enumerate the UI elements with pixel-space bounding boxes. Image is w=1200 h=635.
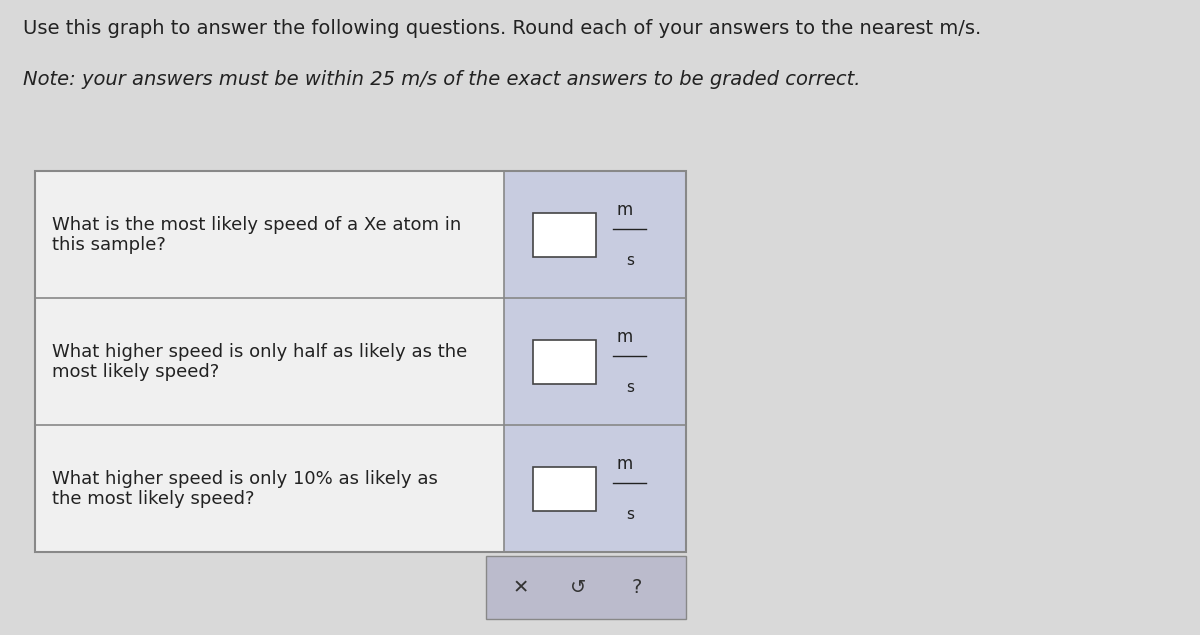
Text: m: m: [617, 328, 632, 345]
Text: s: s: [626, 507, 634, 522]
FancyBboxPatch shape: [533, 213, 596, 257]
Text: What higher speed is only half as likely as the
most likely speed?: What higher speed is only half as likely…: [52, 342, 467, 382]
Text: What is the most likely speed of a Xe atom in
this sample?: What is the most likely speed of a Xe at…: [52, 215, 461, 255]
Text: Note: your answers must be within 25 m/s of the exact answers to be graded corre: Note: your answers must be within 25 m/s…: [23, 70, 860, 89]
FancyBboxPatch shape: [533, 467, 596, 511]
Text: s: s: [626, 253, 634, 268]
Text: ✕: ✕: [512, 578, 529, 597]
Text: m: m: [617, 201, 632, 218]
Text: Use this graph to answer the following questions. Round each of your answers to : Use this graph to answer the following q…: [23, 19, 982, 38]
FancyBboxPatch shape: [486, 556, 686, 619]
Text: m: m: [617, 455, 632, 472]
FancyBboxPatch shape: [504, 171, 686, 552]
Text: ?: ?: [631, 578, 642, 597]
FancyBboxPatch shape: [533, 340, 596, 384]
Text: s: s: [626, 380, 634, 395]
FancyBboxPatch shape: [35, 171, 504, 552]
Text: What higher speed is only 10% as likely as
the most likely speed?: What higher speed is only 10% as likely …: [52, 469, 438, 509]
Text: ↺: ↺: [570, 578, 587, 597]
